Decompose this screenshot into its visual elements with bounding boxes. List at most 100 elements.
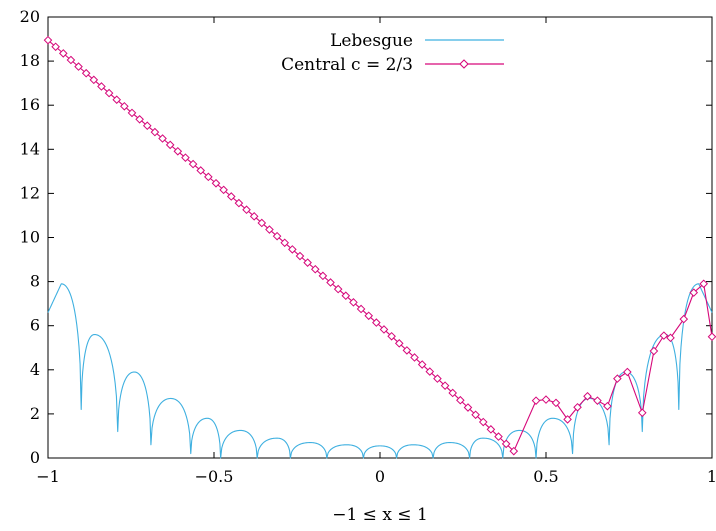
data-point-central xyxy=(249,212,259,221)
data-point-central xyxy=(204,172,213,182)
data-point-central xyxy=(142,121,152,131)
y-tick-label: 10 xyxy=(20,228,40,247)
data-point-central xyxy=(402,346,412,355)
x-tick-label: −0.5 xyxy=(195,467,234,486)
y-tick-label: 18 xyxy=(20,51,40,70)
data-point-central xyxy=(417,360,427,369)
data-point-central xyxy=(341,291,351,301)
data-point-central xyxy=(211,178,221,188)
data-point-central xyxy=(541,395,551,404)
data-point-central xyxy=(288,245,297,254)
data-point-central xyxy=(272,231,282,241)
data-point-central xyxy=(280,238,290,248)
data-point-central xyxy=(699,279,709,289)
data-point-central xyxy=(234,198,244,208)
data-point-central xyxy=(349,298,358,307)
data-point-central xyxy=(226,192,236,201)
data-point-central xyxy=(707,332,716,342)
y-tick-label: 20 xyxy=(20,7,40,26)
y-tick-label: 2 xyxy=(30,404,40,423)
data-point-central xyxy=(295,251,305,261)
legend-marker-central xyxy=(459,59,469,69)
data-point-central xyxy=(135,115,144,124)
data-point-central xyxy=(494,432,503,441)
data-point-central xyxy=(603,401,612,411)
data-point-central xyxy=(478,417,488,427)
data-point-central xyxy=(165,140,175,150)
legend-label-lebesgue: Lebesgue xyxy=(330,31,413,51)
data-point-central xyxy=(551,398,561,408)
data-point-central xyxy=(679,314,689,324)
data-point-central xyxy=(242,205,251,215)
data-point-central xyxy=(74,62,83,71)
data-point-central xyxy=(158,134,167,143)
data-point-central xyxy=(181,153,190,162)
y-tick-label: 0 xyxy=(30,448,40,467)
data-point-central xyxy=(326,278,335,287)
plot-frame-group xyxy=(47,16,713,459)
data-point-central xyxy=(573,402,582,412)
data-point-central xyxy=(127,108,137,118)
data-point-central xyxy=(637,408,647,418)
data-point-central xyxy=(563,415,572,424)
y-tick-label: 16 xyxy=(20,95,40,114)
x-tick-label: −1 xyxy=(36,467,60,486)
data-point-central xyxy=(364,311,374,321)
data-point-central xyxy=(440,381,450,390)
data-point-central xyxy=(173,146,183,156)
data-point-central xyxy=(593,396,602,405)
data-point-central xyxy=(257,218,267,228)
data-point-central xyxy=(531,396,541,405)
data-point-central xyxy=(333,284,343,294)
legend-label-central: Central c = 2/3 xyxy=(281,55,413,75)
data-point-central xyxy=(196,166,206,175)
data-point-central xyxy=(471,410,480,420)
data-point-central xyxy=(150,127,160,137)
data-point-central xyxy=(81,68,91,78)
data-point-central xyxy=(188,159,198,169)
data-point-central xyxy=(649,346,659,356)
y-tick-label: 6 xyxy=(30,316,40,335)
data-point-central xyxy=(666,333,675,343)
y-tick-label: 8 xyxy=(30,272,40,291)
y-tick-label: 4 xyxy=(30,360,40,379)
data-point-central xyxy=(97,82,106,91)
data-point-central xyxy=(486,425,496,434)
data-point-central xyxy=(463,403,473,412)
x-tick-label: 1 xyxy=(707,467,716,486)
data-point-central xyxy=(43,35,53,45)
data-point-central xyxy=(89,75,99,85)
data-point-central xyxy=(318,271,328,281)
data-point-central xyxy=(387,331,396,341)
y-tick-label: 12 xyxy=(20,183,40,202)
data-point-central xyxy=(66,55,76,65)
data-point-central xyxy=(379,325,389,334)
data-point-central xyxy=(659,331,669,340)
data-point-central xyxy=(58,49,68,58)
tick-labels: 0 2 4 6 8 10 12 14 16 18 20 −1 −0.5 0 0.5 1 xyxy=(20,7,716,486)
data-point-central xyxy=(410,353,419,362)
legend: Lebesgue Central c = 2/3 xyxy=(281,31,504,75)
series-line-central xyxy=(47,39,713,453)
data-point-central xyxy=(613,374,622,383)
x-axis-label: −1 ≤ x ≤ 1 xyxy=(332,505,428,525)
series-group xyxy=(43,35,716,459)
data-point-central xyxy=(120,101,129,111)
data-point-central xyxy=(689,288,699,297)
data-point-central xyxy=(51,42,60,52)
data-point-central xyxy=(372,318,381,327)
data-point-central xyxy=(501,439,511,449)
data-point-central xyxy=(433,374,442,383)
data-point-central xyxy=(448,388,458,398)
data-point-central xyxy=(112,95,122,104)
data-point-central xyxy=(509,446,519,456)
x-tick-label: 0.5 xyxy=(533,467,558,486)
data-point-central xyxy=(623,367,632,377)
data-point-central xyxy=(104,88,114,98)
data-point-central xyxy=(425,367,435,376)
data-point-central xyxy=(394,339,404,348)
data-point-central xyxy=(219,185,228,195)
data-point-central xyxy=(303,258,312,267)
x-tick-label: 0 xyxy=(375,467,385,486)
